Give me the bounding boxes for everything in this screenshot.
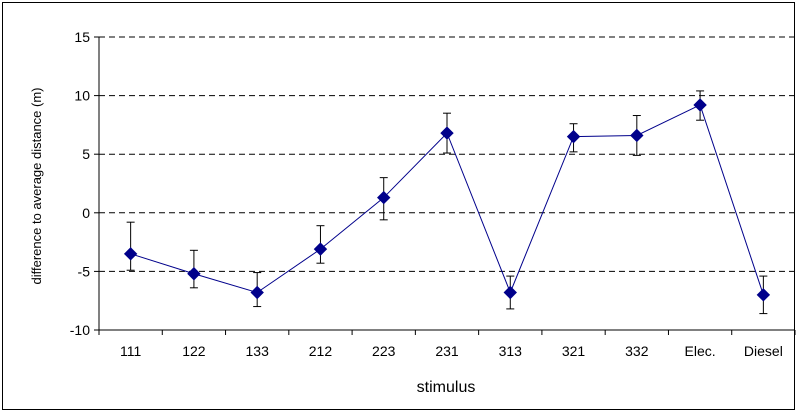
data-point-marker bbox=[440, 126, 454, 140]
error-bars bbox=[126, 90, 768, 315]
y-tick-labels: 15 10 5 0 -5 -10 bbox=[70, 29, 90, 338]
x-tick-label: 332 bbox=[625, 343, 649, 359]
x-tick-label: Elec. bbox=[685, 343, 716, 359]
y-tick-label: 5 bbox=[82, 146, 90, 162]
x-tick-label: 321 bbox=[562, 343, 586, 359]
data-point-marker bbox=[377, 190, 391, 205]
error-bar bbox=[126, 221, 135, 271]
x-tick-label: 122 bbox=[182, 343, 206, 359]
x-tick-label: 212 bbox=[309, 343, 333, 359]
data-point-marker bbox=[313, 242, 328, 256]
y-axis-title: difference to average distance (m) bbox=[29, 87, 44, 284]
data-markers bbox=[123, 98, 771, 302]
x-tick-label: 111 bbox=[120, 343, 141, 359]
data-point-marker bbox=[250, 285, 264, 300]
data-point-marker bbox=[693, 98, 707, 112]
y-tick-label: -10 bbox=[70, 322, 90, 338]
data-point-marker bbox=[756, 288, 771, 302]
y-tick-label: 15 bbox=[74, 29, 90, 45]
axes bbox=[94, 36, 796, 335]
y-tick-label: -5 bbox=[78, 263, 91, 279]
y-tick-label: 10 bbox=[74, 88, 90, 104]
data-point-marker bbox=[566, 129, 581, 144]
x-tick-label: 223 bbox=[372, 343, 396, 359]
x-tick-label: Diesel bbox=[744, 343, 783, 359]
y-tick-label: 0 bbox=[82, 205, 90, 221]
x-axis-title: stimulus bbox=[417, 379, 476, 396]
x-tick-label: 133 bbox=[246, 343, 270, 359]
data-point-marker bbox=[503, 285, 517, 300]
x-tick-label: 231 bbox=[435, 343, 459, 359]
grid-lines bbox=[99, 36, 795, 272]
x-tick-label: 313 bbox=[499, 343, 523, 359]
data-point-marker bbox=[630, 128, 644, 143]
data-point-marker bbox=[123, 247, 138, 261]
x-tick-labels: 111 122 133 212 223 231 313 321 332 Elec. Diesel bbox=[120, 343, 783, 359]
data-point-marker bbox=[187, 267, 201, 281]
